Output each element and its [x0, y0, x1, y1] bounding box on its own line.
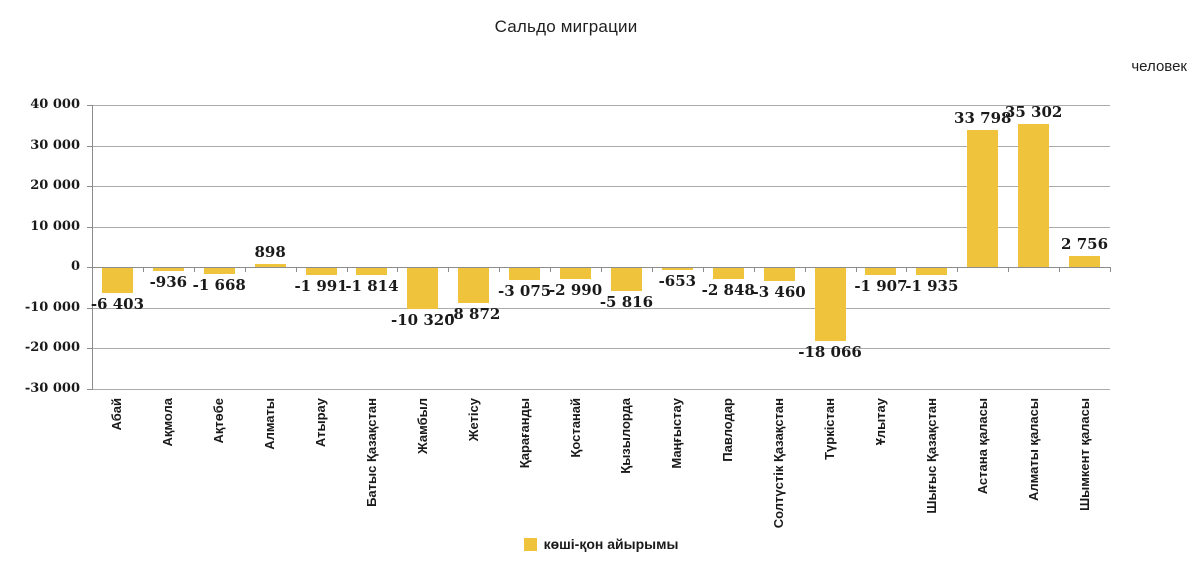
category-axis-tick: [1110, 267, 1111, 273]
bar-value-label: 35 302: [1004, 103, 1063, 122]
bar-value-label: -1 991: [294, 277, 348, 296]
category-axis-tick: [244, 267, 246, 273]
category-axis-tick: [702, 267, 704, 273]
bar-value-label: -1 935: [905, 277, 959, 296]
y-axis-tick-label: -10 000: [24, 299, 80, 315]
bar: [1018, 124, 1050, 268]
bar: [712, 268, 744, 279]
gridline: [92, 389, 1110, 390]
category-axis-tick: [193, 267, 195, 273]
bar-value-label: -1 907: [854, 277, 908, 296]
y-axis-line: [92, 105, 93, 390]
gridline: [92, 186, 1110, 188]
y-axis-tick: [87, 348, 92, 350]
bar: [661, 268, 693, 270]
bar: [254, 263, 286, 268]
bar: [814, 268, 846, 341]
y-axis-tick: [87, 307, 92, 309]
gridline: [92, 307, 1110, 309]
y-axis-tick: [87, 186, 92, 188]
bar-value-label: 2 756: [1061, 235, 1109, 254]
legend-swatch-icon: [523, 537, 537, 551]
bar: [203, 268, 235, 275]
bar: [152, 268, 184, 272]
gridline: [92, 145, 1110, 147]
category-axis-tick: [906, 267, 908, 273]
bar: [1069, 256, 1101, 268]
bar: [916, 268, 948, 276]
y-axis-tick: [87, 226, 92, 228]
category-axis-tick: [855, 267, 857, 273]
category-axis-tick: [499, 267, 501, 273]
y-axis-tick-label: 0: [70, 259, 80, 275]
y-axis-tick: [87, 145, 92, 147]
bar-value-label: -10 320: [391, 311, 455, 330]
bar-value-label: -653: [658, 271, 697, 290]
category-axis-tick: [397, 267, 399, 273]
bar-value-label: 33 798: [954, 109, 1012, 128]
bar-value-label: -1 668: [192, 276, 246, 295]
bar-value-label: -1 814: [345, 276, 399, 295]
bar-value-label: -18 066: [798, 342, 862, 361]
category-axis-tick: [295, 267, 297, 273]
y-axis-tick-label: 40 000: [30, 97, 80, 112]
category-axis-tick: [804, 267, 806, 273]
category-axis-tick: [753, 267, 755, 273]
bar: [763, 268, 795, 282]
bar: [458, 268, 490, 304]
bar: [305, 268, 337, 276]
category-axis-tick: [601, 267, 602, 273]
bar-value-label: -3 075: [498, 281, 552, 300]
bar-value-label: -2 990: [548, 281, 603, 300]
category-axis-tick: [1008, 267, 1010, 273]
category-axis-tick: [346, 267, 348, 273]
y-axis-tick-label: 10 000: [30, 218, 80, 234]
gridline: [92, 105, 1110, 106]
bar-value-label: 898: [254, 242, 286, 261]
bar-value-label: -8 872: [447, 305, 501, 324]
unit-label: человек: [1131, 58, 1187, 75]
bar: [560, 268, 592, 280]
category-axis-tick: [651, 267, 653, 273]
bar: [101, 268, 133, 294]
y-axis-tick: [87, 389, 92, 390]
bar-value-label: -5 816: [599, 292, 654, 311]
bar: [865, 268, 897, 276]
gridline: [92, 226, 1110, 228]
y-axis-tick-label: 20 000: [30, 178, 80, 194]
category-axis-tick: [550, 267, 552, 273]
category-axis-tick: [1059, 267, 1061, 273]
legend-label: көші-қон айырымы: [543, 536, 679, 552]
bar-value-label: -936: [149, 273, 188, 292]
category-axis-tick: [448, 267, 450, 273]
gridline: [92, 348, 1110, 350]
bar-value-label: -3 460: [752, 283, 806, 302]
bar-value-label: -6 403: [90, 295, 145, 314]
bar: [407, 268, 439, 310]
bar: [967, 130, 999, 268]
chart-title: Сальдо миграции: [494, 17, 638, 36]
y-axis-tick-label: 30 000: [30, 137, 80, 153]
y-axis-tick-label: -20 000: [24, 340, 80, 356]
category-axis-tick: [957, 267, 959, 273]
y-axis-tick: [87, 267, 92, 269]
bar-value-label: -2 848: [701, 280, 755, 299]
legend: көші-қон айырымы: [92, 534, 1110, 554]
bar: [509, 268, 541, 280]
category-axis-tick: [92, 267, 93, 273]
bar: [610, 268, 642, 291]
y-axis-tick: [87, 105, 92, 106]
y-axis-tick-label: -30 000: [24, 381, 80, 396]
category-axis-tick: [142, 267, 144, 273]
bar: [356, 268, 388, 275]
